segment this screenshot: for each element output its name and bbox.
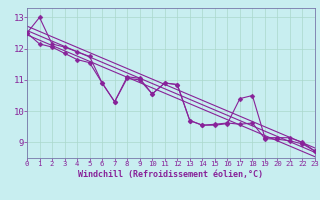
X-axis label: Windchill (Refroidissement éolien,°C): Windchill (Refroidissement éolien,°C) (78, 170, 263, 179)
